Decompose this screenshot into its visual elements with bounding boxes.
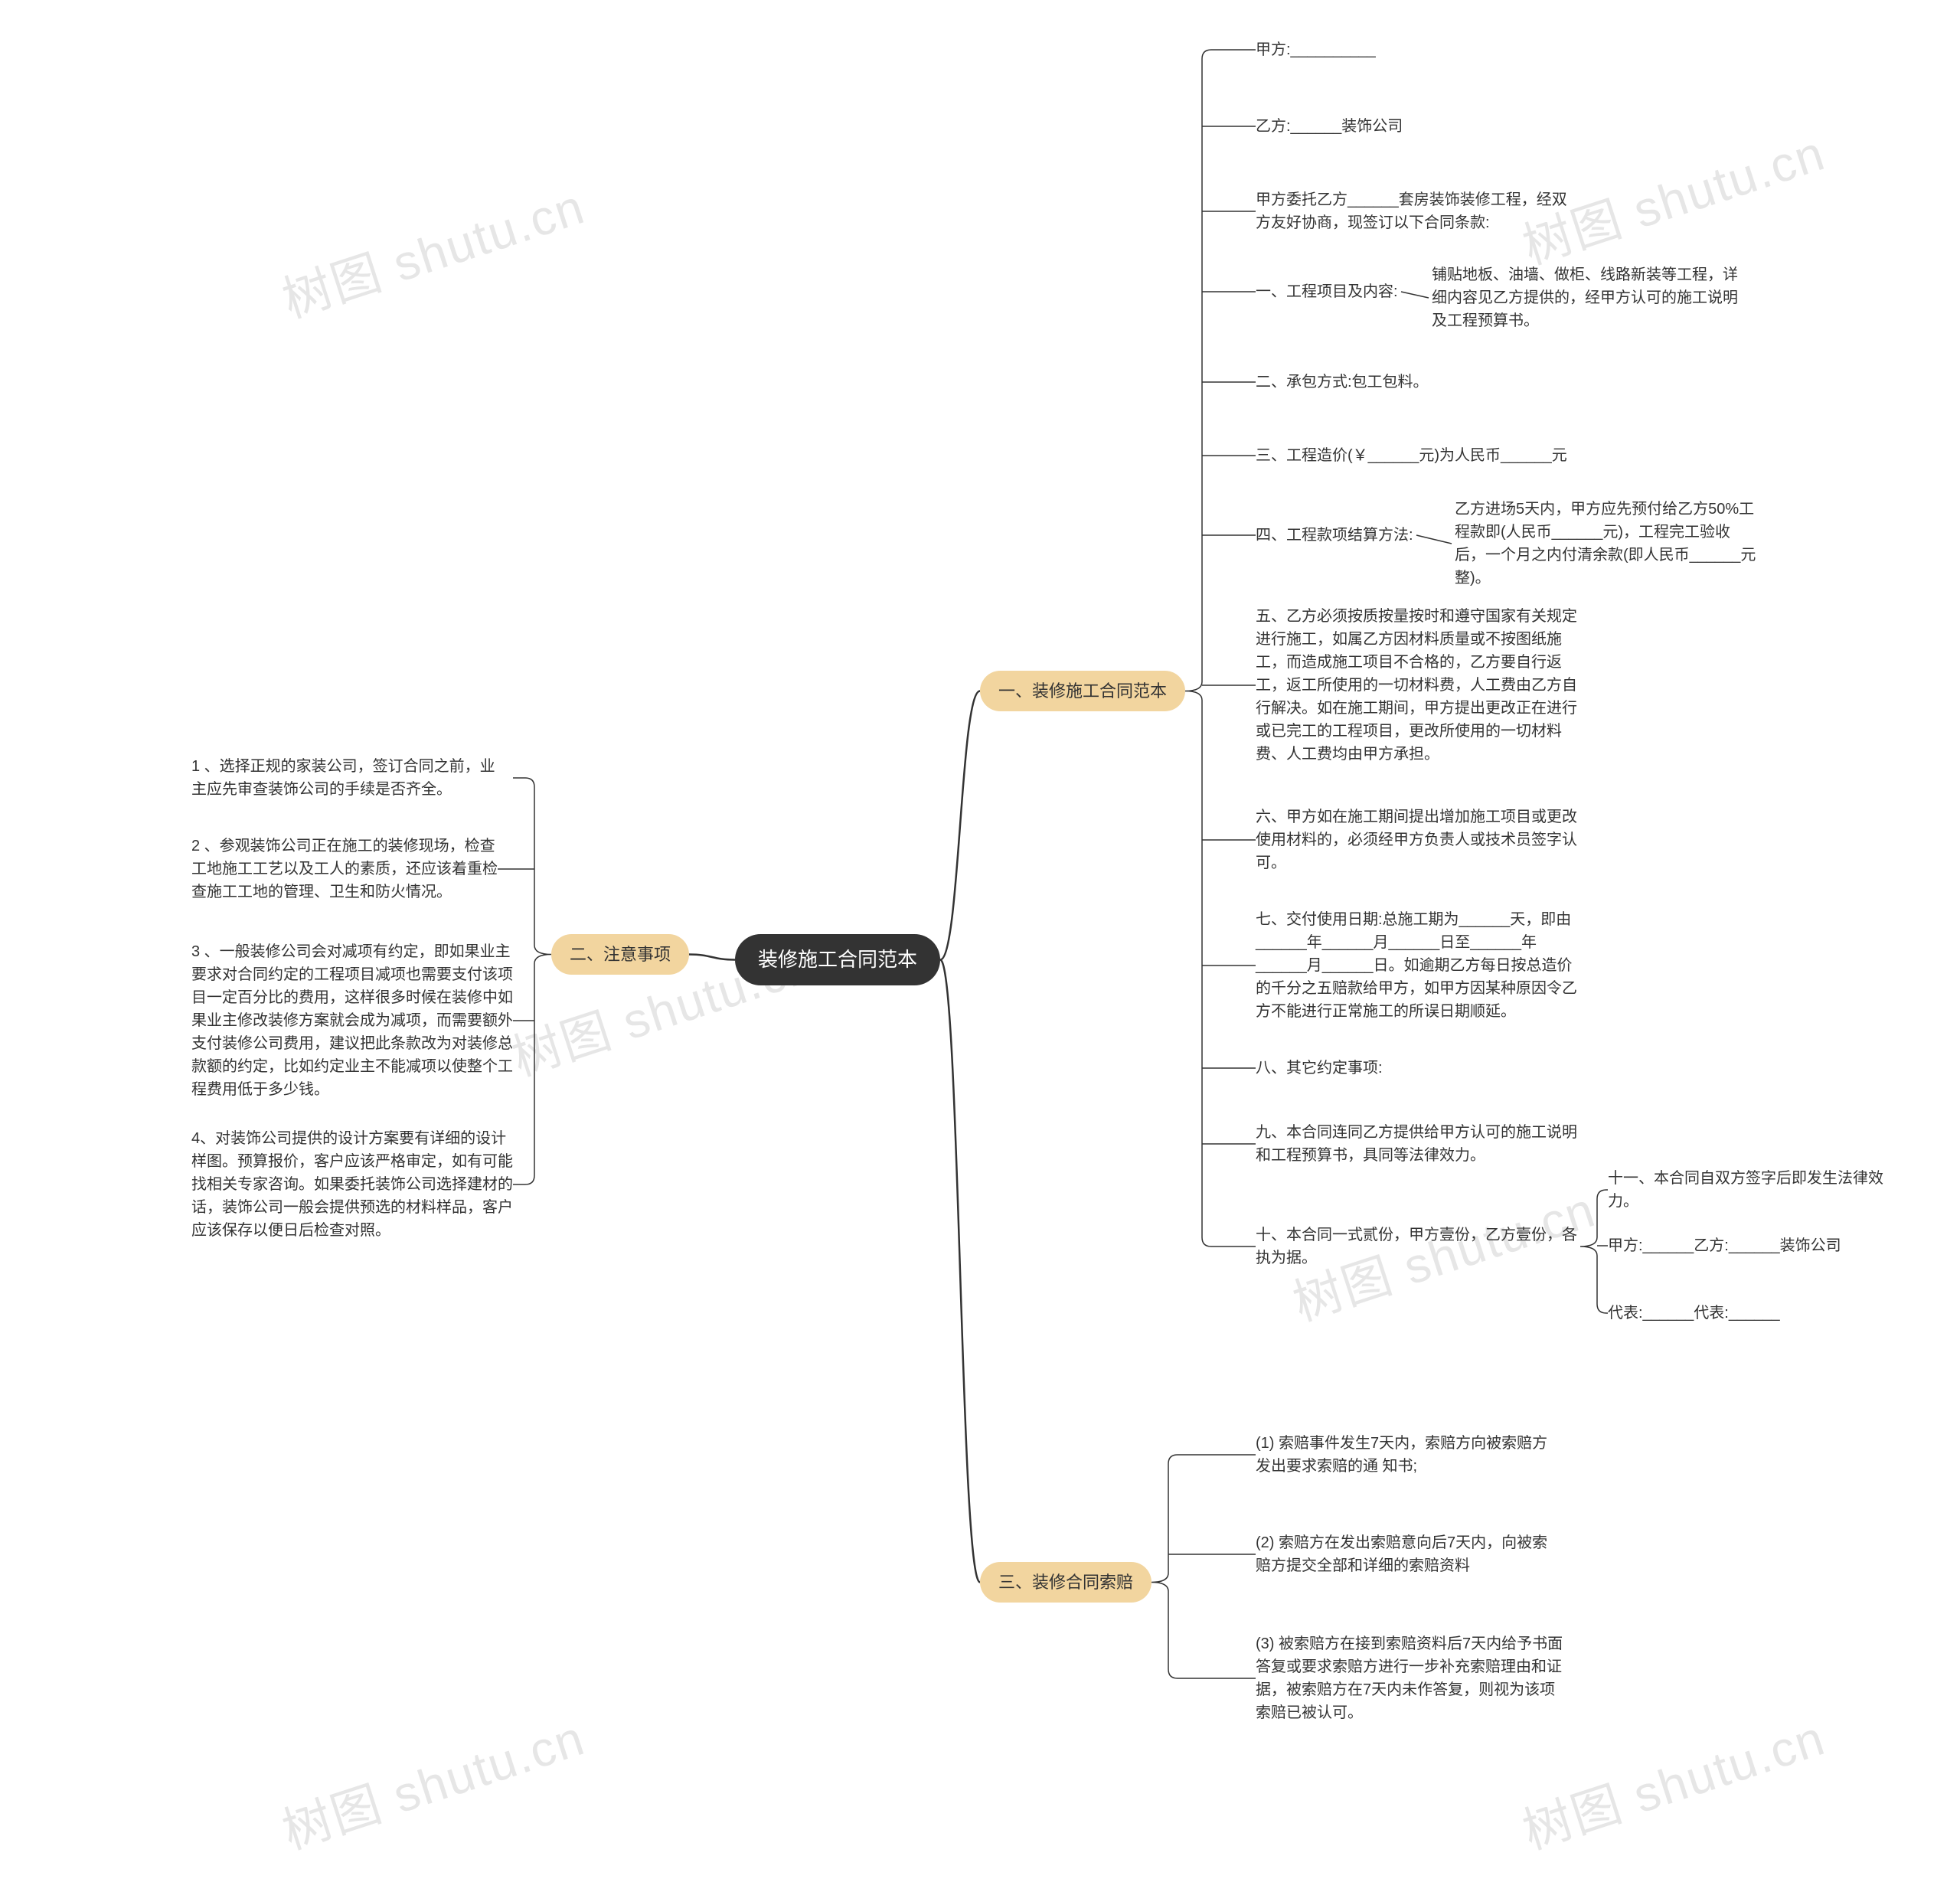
leaf-item-9: 九、本合同连同乙方提供给甲方认可的施工说明和工程预算书，具同等法律效力。 <box>1256 1121 1577 1167</box>
leaf-note-4: 4、对装饰公司提供的设计方案要有详细的设计样图。预算报价，客户应该严格审定，如有… <box>191 1127 513 1242</box>
branch-claims: 三、装修合同索赔 <box>980 1562 1152 1603</box>
branch-contract-template: 一、装修施工合同范本 <box>980 671 1185 711</box>
leaf-reps: 代表:______代表:______ <box>1608 1302 1780 1325</box>
leaf-party-b: 乙方:______装饰公司 <box>1256 115 1403 138</box>
leaf-note-2: 2 、参观装饰公司正在施工的装修现场，检查工地施工工艺以及工人的素质，还应该着重… <box>191 835 498 903</box>
watermark: 树图 shutu.cn <box>273 1699 593 1863</box>
leaf-note-3: 3 、一般装修公司会对减项有约定，即如果业主要求对合同约定的工程项目减项也需要支… <box>191 940 513 1101</box>
leaf-item-6: 六、甲方如在施工期间提出增加施工项目或更改使用材料的，必须经甲方负责人或技术员签… <box>1256 805 1577 874</box>
leaf-item-10: 十、本合同一式贰份，甲方壹份，乙方壹份，各执为据。 <box>1256 1224 1577 1269</box>
leaf-claim-3: (3) 被索赔方在接到索赔资料后7天内给予书面答复或要求索赔方进行一步补充索赔理… <box>1256 1632 1570 1724</box>
leaf-item-3: 三、工程造价(￥______元)为人民币______元 <box>1256 444 1567 467</box>
leaf-item-8: 八、其它约定事项: <box>1256 1057 1383 1080</box>
leaf-signatures: 甲方:______乙方:______装饰公司 <box>1608 1234 1841 1257</box>
leaf-item-4-detail: 乙方进场5天内，甲方应先预付给乙方50%工程款即(人民币______元)，工程完… <box>1455 498 1761 590</box>
leaf-item-11: 十一、本合同自双方签字后即发生法律效力。 <box>1608 1167 1899 1213</box>
leaf-item-2: 二、承包方式:包工包料。 <box>1256 371 1429 394</box>
leaf-item-7: 七、交付使用日期:总施工期为______天，即由______年______月__… <box>1256 908 1577 1023</box>
leaf-item-5: 五、乙方必须按质按量按时和遵守国家有关规定进行施工，如属乙方因材料质量或不按图纸… <box>1256 605 1577 766</box>
leaf-item-1: 一、工程项目及内容: <box>1256 280 1398 303</box>
leaf-item-4: 四、工程款项结算方法: <box>1256 524 1413 547</box>
leaf-claim-1: (1) 索赔事件发生7天内，索赔方向被索赔方发出要求索赔的通 知书; <box>1256 1432 1562 1478</box>
leaf-preamble: 甲方委托乙方______套房装饰装修工程，经双方友好协商，现签订以下合同条款: <box>1256 188 1577 234</box>
branch-precautions: 二、注意事项 <box>551 934 689 975</box>
root-node: 装修施工合同范本 <box>735 934 940 985</box>
leaf-note-1: 1 、选择正规的家装公司，签订合同之前，业主应先审查装饰公司的手续是否齐全。 <box>191 755 498 801</box>
leaf-claim-2: (2) 索赔方在发出索赔意向后7天内，向被索赔方提交全部和详细的索赔资料 <box>1256 1531 1562 1577</box>
leaf-party-a: 甲方:__________ <box>1256 38 1376 61</box>
watermark: 树图 shutu.cn <box>273 168 593 332</box>
leaf-item-1-detail: 铺贴地板、油墙、做柜、线路新装等工程，详细内容见乙方提供的，经甲方认可的施工说明… <box>1432 263 1738 332</box>
